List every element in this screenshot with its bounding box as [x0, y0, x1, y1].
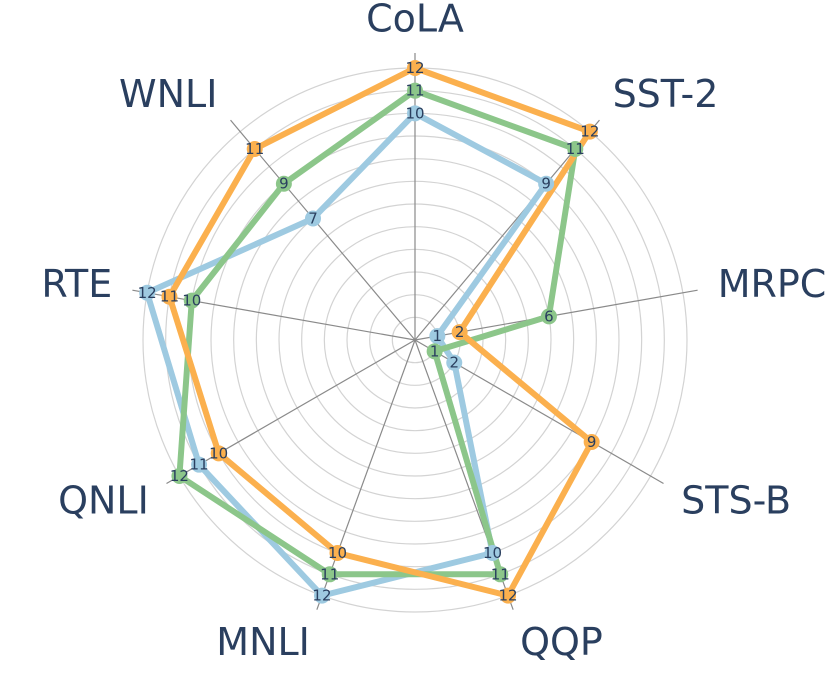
- series-lines: [144, 65, 595, 599]
- axis-label: QNLI: [58, 479, 149, 523]
- data-label: 10: [405, 104, 424, 122]
- data-point: [407, 60, 423, 76]
- data-label: 1: [433, 327, 443, 345]
- data-point: [171, 468, 188, 484]
- data-label: 12: [312, 587, 331, 605]
- data-label: 11: [491, 565, 510, 583]
- data-point: [313, 587, 330, 604]
- data-point: [500, 587, 517, 604]
- data-point: [305, 210, 322, 227]
- data-point: [191, 456, 208, 473]
- data-point: [429, 328, 446, 345]
- data-point: [567, 140, 584, 157]
- data-label: 11: [160, 288, 179, 306]
- data-point: [484, 544, 501, 561]
- axis-label: STS-B: [681, 479, 791, 523]
- series-line-3: [166, 65, 595, 599]
- data-label: 7: [308, 209, 318, 227]
- data-point: [492, 566, 509, 583]
- data-label: 10: [209, 444, 228, 462]
- axis-label: RTE: [41, 262, 112, 306]
- data-point: [451, 324, 468, 341]
- data-label: 6: [544, 307, 554, 325]
- data-point: [183, 292, 200, 309]
- data-point: [583, 434, 600, 450]
- data-point: [246, 140, 263, 157]
- data-point: [139, 284, 156, 301]
- data-label: 12: [405, 59, 424, 77]
- axis-label: WNLI: [119, 72, 217, 116]
- axis-label: MNLI: [216, 620, 310, 664]
- data-label: 10: [328, 544, 347, 562]
- data-label: 9: [587, 433, 597, 451]
- data-point: [540, 308, 557, 325]
- axis-spoke: [414, 119, 600, 341]
- data-label: 11: [566, 140, 585, 158]
- data-point: [275, 175, 292, 192]
- data-label: 12: [580, 123, 599, 141]
- data-label: 1: [430, 342, 440, 360]
- data-label: 11: [320, 565, 339, 583]
- data-point: [329, 544, 346, 561]
- series-markers: 1091210121112711116111111210912122912101…: [138, 59, 600, 605]
- data-point: [407, 105, 423, 122]
- data-point: [581, 123, 598, 140]
- axis-spoke: [230, 119, 416, 341]
- axis-spoke: [132, 289, 416, 341]
- data-point: [426, 343, 443, 360]
- data-point: [210, 445, 227, 462]
- data-point: [538, 175, 555, 192]
- data-label: 10: [182, 292, 201, 310]
- axis-label: MRPC: [718, 262, 827, 306]
- axis-label: SST-2: [613, 72, 719, 116]
- data-label: 12: [138, 284, 157, 302]
- data-label: 10: [483, 544, 502, 562]
- data-label: 11: [245, 140, 264, 158]
- data-label: 12: [498, 587, 517, 605]
- data-label: 2: [455, 323, 465, 341]
- axis-label: CoLA: [366, 0, 464, 41]
- data-point: [407, 82, 423, 99]
- axis-spoke: [316, 339, 416, 610]
- data-label: 12: [170, 467, 189, 485]
- data-label: 9: [279, 175, 289, 193]
- data-label: 9: [541, 175, 551, 193]
- data-point: [321, 566, 338, 583]
- axis-labels: CoLA SST-2 MRPC STS-B QQP MNLI QNLI RTE WNLI: [41, 0, 826, 664]
- data-label: 2: [449, 354, 459, 372]
- axis-label: QQP: [520, 620, 603, 664]
- data-label: 11: [190, 456, 209, 474]
- axis-spoke: [166, 339, 416, 484]
- data-point: [161, 288, 178, 305]
- data-label: 11: [405, 82, 424, 100]
- data-point: [446, 354, 463, 371]
